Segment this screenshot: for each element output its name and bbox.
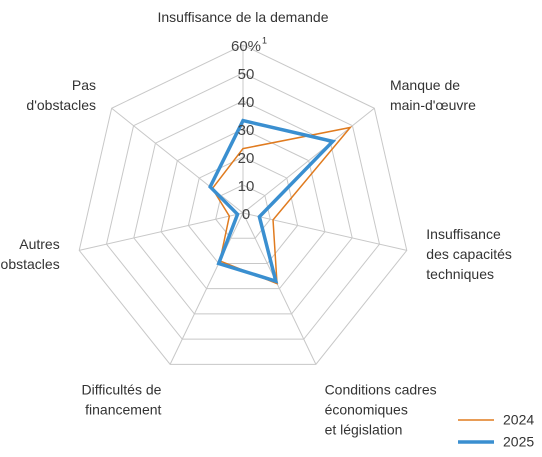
series-line [208, 118, 337, 284]
category-label: Autres obstacles [1, 236, 60, 272]
category-label: Pas d'obstacles [26, 76, 96, 112]
legend-label: 2025 [503, 434, 534, 450]
tick-label: 40 [238, 94, 255, 111]
category-label-line: Insuffisance [426, 226, 501, 242]
tick-label: 50 [238, 66, 255, 83]
legend-label: 2024 [503, 412, 534, 428]
category-label-line: Pas [72, 76, 96, 92]
tick-label: 30 [238, 122, 255, 139]
category-label: Conditions cadres économiques et législati… [325, 381, 437, 437]
spoke [169, 212, 244, 365]
tick-label: 20 [238, 150, 255, 167]
category-label-line: main-d'œuvre [390, 96, 476, 112]
category-label: Difficultés de financement [82, 381, 162, 417]
grid-ring [133, 100, 353, 315]
category-label-line: économiques [325, 401, 408, 417]
tick-label: 0 [242, 206, 250, 223]
tick-label: 60% [231, 38, 261, 55]
spoke [79, 212, 244, 251]
category-label: Insuffisance de la demande [158, 9, 329, 25]
category-label-line: techniques [426, 266, 494, 282]
category-label-line: et législation [325, 421, 403, 437]
category-label: Manque de main-d'œuvre [390, 76, 476, 112]
spoke [242, 212, 317, 365]
grid-ring [105, 72, 381, 340]
category-label-line: financement [85, 401, 161, 417]
category-label-line: Autres [19, 236, 59, 252]
category-label-line: obstacles [1, 256, 60, 272]
category-label-line: Conditions cadres [325, 381, 437, 397]
tick-label: 10 [238, 178, 255, 195]
category-label-line: Difficultés de [82, 381, 162, 397]
grid-ring [78, 44, 408, 365]
spoke [242, 107, 375, 214]
category-label: Insuffisance des capacités techniques [426, 226, 512, 282]
grid-ring [215, 184, 271, 239]
spoke [242, 212, 407, 251]
category-label-line: Manque de [390, 76, 460, 92]
category-label-line: d'obstacles [26, 96, 96, 112]
category-label-line: des capacités [426, 246, 512, 262]
category-label-line: Insuffisance de la demande [158, 9, 329, 25]
grid-ring [160, 128, 326, 290]
footnote-marker: 1 [262, 35, 267, 45]
